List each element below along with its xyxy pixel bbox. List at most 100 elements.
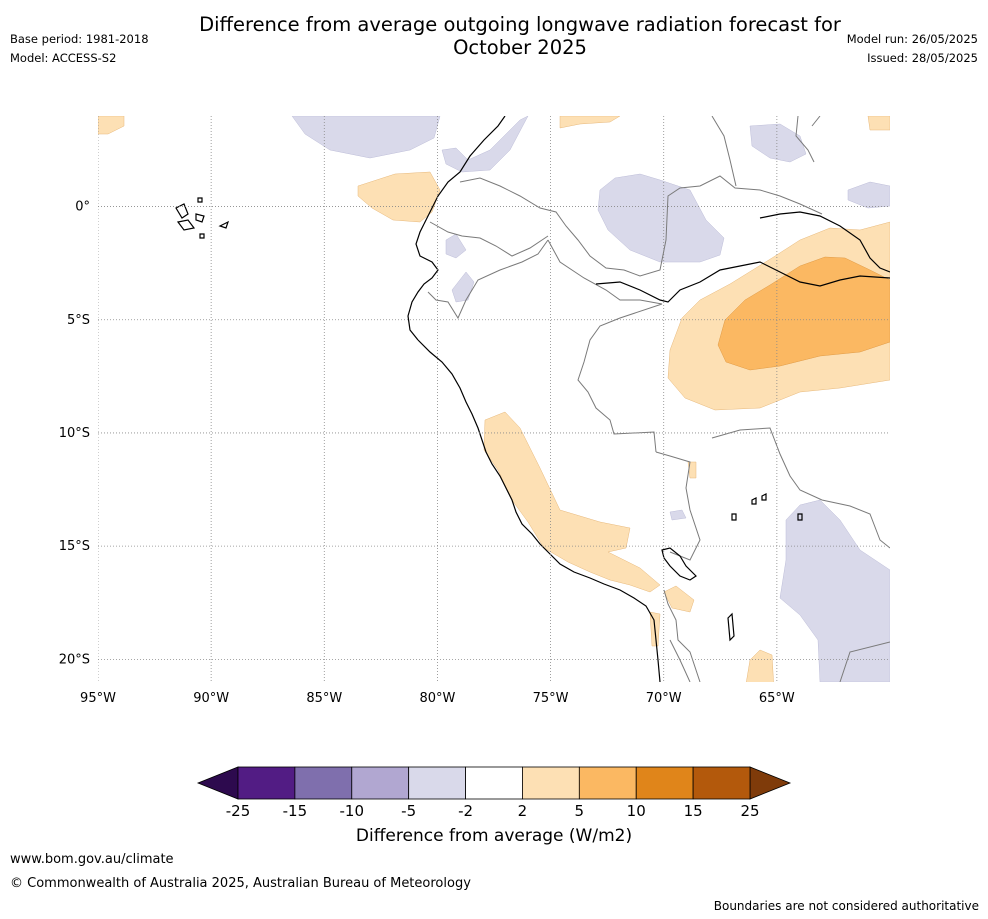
colorbar-tick-1: -15 (283, 802, 308, 820)
base-period: Base period: 1981-2018 (10, 32, 149, 46)
border-peru-brazil (547, 239, 663, 453)
colorbar-swatch-7 (635, 766, 694, 800)
lon-label-0: 95°W (80, 691, 116, 706)
anomaly-pos-weak-north-bolivia (687, 461, 697, 479)
colorbar: -25 -15 -10 -5 -2 2 5 10 15 25 (196, 766, 792, 820)
galapagos-3 (195, 213, 205, 223)
islet-e (797, 513, 803, 521)
title-line-2: October 2025 (453, 36, 587, 59)
lon-label-1: 90°W (193, 691, 229, 706)
galapagos-4 (218, 220, 230, 229)
lon-label-4: 75°W (533, 691, 569, 706)
colorbar-swatch-0 (237, 766, 296, 800)
colorbar-tick-6: 5 (575, 802, 585, 820)
colorbar-swatch-3 (408, 766, 466, 800)
islet-d (731, 513, 737, 521)
anomaly-neg-weak-bolivia-small (669, 509, 687, 521)
longitude-labels: 95°W 90°W 85°W 80°W 75°W 70°W 65°W (80, 691, 795, 706)
galapagos-2 (176, 219, 196, 231)
latitude-labels: 0° 5°S 10°S 15°S 20°S (59, 200, 90, 668)
lon-label-2: 85°W (306, 691, 342, 706)
islet-a (727, 612, 735, 642)
lon-label-5: 70°W (646, 691, 682, 706)
anomaly-fields (98, 116, 890, 682)
anomaly-pos-weak-top-mid (559, 116, 621, 129)
border-guianas (795, 116, 821, 163)
colorbar-tick-2: -10 (340, 802, 365, 820)
coastlines (175, 116, 890, 682)
title-line-1: Difference from average outgoing longwav… (199, 13, 841, 36)
issued-date: Issued: 28/05/2025 (867, 51, 978, 65)
colorbar-tick-7: 10 (627, 802, 646, 820)
lat-label-1: 5°S (67, 313, 90, 328)
anomaly-pos-strong-amazon (717, 256, 890, 371)
galapagos-6 (199, 233, 205, 239)
anomaly-pos-weak-top-right (867, 116, 890, 131)
anomaly-pos-weak-peru (483, 411, 661, 593)
islet-b (751, 497, 757, 505)
border-colombia-ecuador (429, 221, 549, 257)
anomaly-pos-weak-top-left (98, 116, 125, 135)
lat-label-0: 0° (75, 200, 90, 215)
anomaly-neg-weak-pacific-north (291, 116, 441, 159)
lat-label-4: 20°S (59, 652, 90, 667)
map-area (98, 116, 890, 682)
anomaly-pos-weak-altiplano (663, 585, 695, 613)
border-brazil-north (711, 116, 737, 187)
anomaly-neg-weak-south-east (779, 499, 890, 682)
colorbar-tick-4: -2 (458, 802, 473, 820)
coast-colombia (423, 116, 506, 225)
colorbar-label: Difference from average (W/m2) (355, 826, 633, 846)
footer-url: www.bom.gov.au/climate (10, 852, 174, 867)
meta-left: Base period: 1981-2018 Model: ACCESS-S2 (10, 32, 149, 70)
colorbar-swatch-6 (578, 766, 637, 800)
anomaly-neg-weak-colombia (441, 116, 529, 173)
border-peru-bolivia-south (663, 589, 701, 682)
model-run: Model run: 26/05/2025 (846, 32, 978, 46)
border-bolivia-brazil-east (711, 427, 890, 549)
colorbar-swatch-4 (465, 766, 523, 800)
footer-disclaimer: Boundaries are not considered authoritat… (713, 899, 979, 913)
anomaly-neg-weak-guianas (749, 123, 807, 163)
colorbar-tick-5: 2 (518, 802, 528, 820)
anomaly-pos-weak-ecuador (357, 171, 441, 223)
colorbar-swatch-1 (294, 766, 353, 800)
anomaly-neg-weak-amazon-north (597, 173, 725, 263)
border-ecuador-peru (427, 239, 549, 320)
gridlines (98, 116, 890, 682)
colorbar-swatch-8 (692, 766, 751, 800)
galapagos-5 (197, 197, 203, 203)
lon-label-3: 80°W (419, 691, 455, 706)
lake-titicaca (661, 547, 697, 581)
model-name: Model: ACCESS-S2 (10, 51, 117, 65)
colorbar-tick-3: -5 (401, 802, 416, 820)
galapagos-1 (175, 203, 189, 219)
meta-right: Model run: 26/05/2025 Issued: 28/05/2025 (847, 32, 978, 70)
colorbar-under-arrow (196, 766, 239, 800)
border-colombia-venezuela (459, 175, 823, 277)
map-title: Difference from average outgoing longwav… (150, 13, 890, 59)
lon-label-6: 65°W (759, 691, 795, 706)
coast-ecuador (407, 223, 439, 341)
colorbar-tick-8: 15 (684, 802, 703, 820)
river-east-upper (759, 211, 890, 273)
country-borders (427, 116, 890, 682)
islet-c (761, 493, 767, 501)
lat-label-2: 10°S (59, 426, 90, 441)
colorbar-swatch-2 (351, 766, 410, 800)
anomaly-neg-weak-east (847, 181, 890, 209)
border-south-east (839, 641, 890, 682)
anomaly-neg-weak-ecuador-a (445, 233, 467, 259)
colorbar-over-arrow (749, 766, 792, 800)
river-amazon (595, 261, 890, 303)
anomaly-pos-weak-south-bolivia (746, 649, 774, 682)
colorbar-tick-0: -25 (226, 802, 251, 820)
colorbar-tick-9: 25 (740, 802, 759, 820)
border-brazil-bolivia (655, 451, 701, 561)
footer-copyright: © Commonwealth of Australia 2025, Austra… (10, 876, 471, 891)
lat-label-3: 15°S (59, 539, 90, 554)
colorbar-swatch-5 (522, 766, 580, 800)
border-chile-argentina (669, 639, 691, 682)
coast-peru (417, 339, 661, 682)
